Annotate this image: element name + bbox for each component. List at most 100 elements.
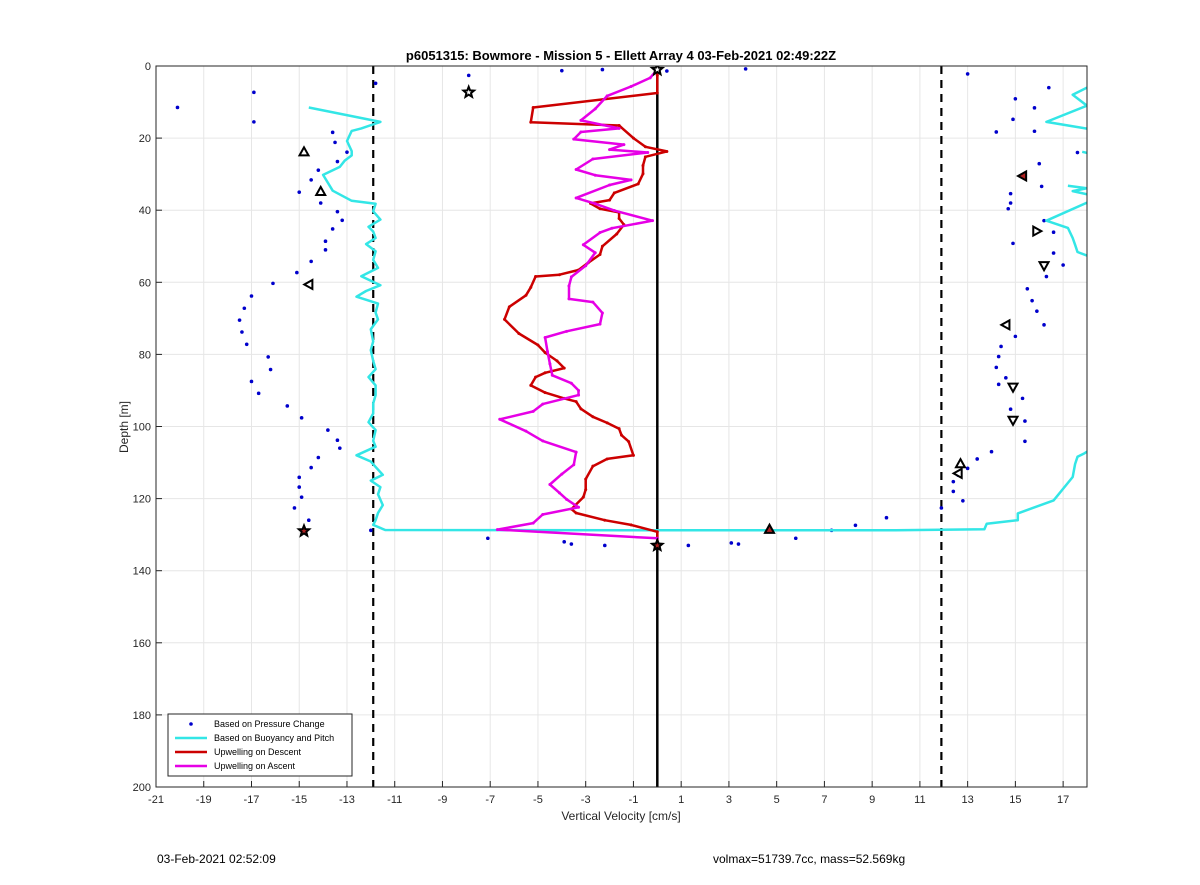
descent-point xyxy=(507,305,511,309)
descent-point xyxy=(600,244,604,248)
ascent-point xyxy=(593,173,597,177)
descent-point xyxy=(627,440,631,444)
pressure-point xyxy=(297,190,302,194)
pressure-point xyxy=(1032,129,1037,134)
x-tick-label: -1 xyxy=(629,794,639,806)
pressure-point xyxy=(665,69,669,73)
pressure-point xyxy=(1051,230,1056,234)
x-tick-label: 7 xyxy=(821,794,827,806)
y-axis-label: Depth [m] xyxy=(117,401,131,453)
y-tick-label: 160 xyxy=(133,638,151,650)
chart-title: p6051315: Bowmore - Mission 5 - Ellett A… xyxy=(406,48,836,63)
descent-point xyxy=(591,464,595,468)
x-tick-label: -21 xyxy=(148,794,164,806)
pressure-point xyxy=(736,542,741,546)
pressure-point xyxy=(686,543,691,548)
descent-point xyxy=(615,232,619,236)
ascent-point xyxy=(629,85,633,89)
triangle-marker xyxy=(1006,415,1020,427)
pressure-point xyxy=(975,457,979,461)
descent-point xyxy=(534,375,538,379)
descent-point xyxy=(591,415,595,419)
x-tick-label: -15 xyxy=(291,794,307,806)
pressure-point xyxy=(560,68,564,73)
descent-point xyxy=(641,163,645,167)
ascent-point xyxy=(617,126,621,130)
buoyancy-line xyxy=(308,106,1087,532)
triangle-marker xyxy=(954,457,967,469)
pressure-point xyxy=(1035,309,1039,313)
grid xyxy=(155,65,1087,788)
pressure-point xyxy=(316,455,321,460)
pressure-point xyxy=(965,466,970,471)
y-tick-label: 200 xyxy=(133,782,151,794)
descent-point xyxy=(629,523,633,527)
pressure-point xyxy=(996,382,1001,387)
ascent-point xyxy=(498,417,502,421)
triangle-marker xyxy=(297,145,311,157)
ascent-point xyxy=(600,311,604,315)
x-tick-label: 11 xyxy=(914,794,925,806)
x-tick-label: -5 xyxy=(533,794,543,806)
ascent-point xyxy=(610,226,614,230)
ascent-point xyxy=(593,202,597,206)
pressure-point xyxy=(1008,191,1013,196)
descent-point xyxy=(503,317,507,321)
ascent-point xyxy=(567,297,571,301)
descent-point xyxy=(655,530,659,534)
descent-point xyxy=(598,207,602,211)
pressure-point xyxy=(299,495,304,499)
descent-point xyxy=(562,366,566,370)
legend-label: Based on Pressure Change xyxy=(214,719,325,729)
pressure-point xyxy=(271,281,275,286)
ascent-point xyxy=(541,439,545,443)
pressure-point xyxy=(306,518,311,523)
descent-point xyxy=(557,273,561,277)
triangle-marker xyxy=(1006,382,1020,394)
pressure-point xyxy=(345,150,349,154)
pressure-point xyxy=(996,354,1001,359)
ascent-point xyxy=(574,196,578,200)
ascent-point xyxy=(577,393,581,397)
ascent-point xyxy=(557,491,561,495)
ascent-point xyxy=(584,264,588,268)
ascent-point xyxy=(572,463,576,467)
pressure-point xyxy=(316,168,321,172)
pressure-point xyxy=(1023,419,1027,423)
pressure-point xyxy=(569,542,574,546)
descent-point xyxy=(631,136,635,140)
ascent-point xyxy=(574,450,578,454)
descent-point xyxy=(665,149,669,153)
descent-point xyxy=(529,285,533,289)
pressure-point xyxy=(884,515,889,520)
pressure-point xyxy=(256,391,261,396)
footer-stats: volmax=51739.7cc, mass=52.569kg xyxy=(713,852,906,866)
pressure-point xyxy=(1032,106,1037,110)
pressure-point xyxy=(309,178,313,182)
x-axis-label: Vertical Velocity [cm/s] xyxy=(561,809,680,823)
descent-point xyxy=(543,351,547,355)
descent-point xyxy=(617,216,621,220)
legend-label: Based on Buoyancy and Pitch xyxy=(214,733,334,743)
y-tick-label: 140 xyxy=(133,566,151,578)
ascent-point xyxy=(591,300,595,304)
star-marker xyxy=(649,537,666,553)
pressure-point xyxy=(335,159,340,164)
pressure-point xyxy=(335,209,340,214)
x-tick-label: 1 xyxy=(678,794,684,806)
descent-point xyxy=(529,383,533,387)
pressure-point xyxy=(994,130,999,134)
ascent-point xyxy=(569,381,573,385)
y-tick-label: 180 xyxy=(133,710,151,722)
descent-point xyxy=(655,73,659,77)
x-tick-label: 17 xyxy=(1057,794,1069,806)
pressure-point xyxy=(1044,274,1049,279)
descent-point xyxy=(579,407,583,411)
ascent-point xyxy=(629,178,633,182)
x-tick-label: -19 xyxy=(196,794,212,806)
star-marker xyxy=(460,84,477,100)
x-tick-label: 5 xyxy=(774,794,780,806)
ascent-point xyxy=(543,335,547,339)
triangle-marker xyxy=(314,184,327,197)
